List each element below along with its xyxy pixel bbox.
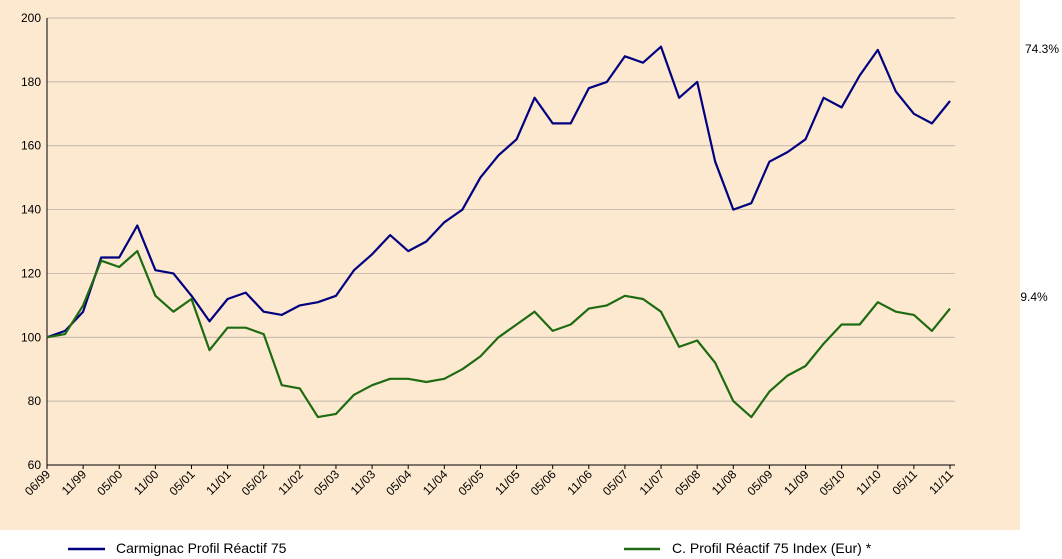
- y-tick-label: 180: [21, 75, 41, 89]
- y-tick-label: 160: [21, 139, 41, 153]
- plot-background: [0, 0, 1020, 530]
- y-tick-label: 80: [28, 394, 42, 408]
- series-line: [46, 250, 951, 419]
- y-tick-label: 60: [28, 458, 42, 472]
- y-tick-label: 120: [21, 266, 41, 280]
- annotation: 74.3%: [1025, 42, 1059, 56]
- y-tick-label: 200: [21, 11, 41, 25]
- legend-label: Carmignac Profil Réactif 75: [116, 540, 287, 556]
- legend-label: C. Profil Réactif 75 Index (Eur) *: [672, 540, 872, 556]
- annotation: 9.4%: [1020, 290, 1048, 304]
- y-tick-label: 100: [21, 330, 41, 344]
- y-tick-label: 140: [21, 203, 41, 217]
- series-line: [46, 45, 951, 339]
